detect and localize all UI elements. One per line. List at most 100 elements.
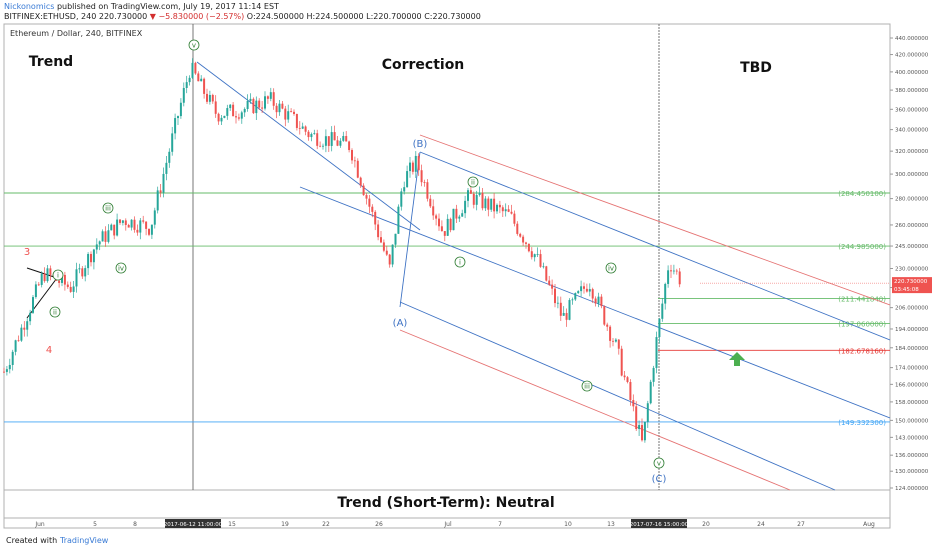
candle-body (275, 105, 278, 113)
candle-body (316, 133, 319, 146)
wave-marker-5 (52, 269, 64, 281)
candle-body (484, 198, 487, 209)
time-tick-highlight (165, 519, 221, 528)
time-tick-label: Aug (863, 521, 875, 528)
candle-body (519, 233, 522, 237)
candle-body (348, 141, 351, 151)
candle-body (606, 324, 609, 327)
candle-body (403, 187, 406, 192)
price-tick-label: 194.000000 (895, 327, 929, 333)
candle-body (179, 102, 182, 117)
candle-body (226, 108, 229, 116)
candle-body (368, 198, 371, 207)
candle-body (232, 104, 235, 117)
candle-body (26, 321, 29, 330)
candle-body (577, 291, 580, 294)
candle-body (249, 98, 252, 101)
footer: Created with TradingView (0, 530, 932, 550)
wave-label-9: i (459, 259, 461, 267)
candle-body (78, 268, 81, 270)
candle-body (258, 100, 261, 108)
candle-body (261, 107, 264, 109)
candle-body (374, 211, 377, 225)
candle-body (620, 348, 623, 376)
wave-marker-11 (605, 262, 617, 274)
candle-body (646, 403, 649, 422)
candle-body (153, 210, 156, 225)
candle-body (440, 226, 443, 232)
candle-body (551, 284, 554, 289)
candle-body (98, 241, 101, 245)
candle-body (214, 101, 217, 114)
candle-body (20, 327, 23, 341)
candle-body (678, 271, 681, 285)
candle-body (588, 289, 591, 292)
candle-body (307, 131, 310, 138)
candle-body (313, 133, 316, 135)
candle-body (580, 286, 583, 292)
candle-body (301, 126, 304, 129)
candle-body (272, 92, 275, 106)
candle-body (664, 283, 667, 304)
candle-body (229, 104, 232, 109)
candle-body (101, 231, 104, 242)
candle-body (661, 303, 664, 319)
candle-body (539, 254, 542, 267)
publish-header: Nickonomics published on TradingView.com… (0, 0, 932, 22)
candle-body (203, 78, 206, 94)
candle-body (223, 115, 226, 118)
level-label-1: (284.450100) (838, 190, 886, 198)
candle-body (359, 177, 362, 186)
candle-body (545, 266, 548, 281)
candle-body (583, 286, 585, 289)
price-tick-label: 245.000000 (895, 244, 929, 250)
candle-body (527, 243, 530, 252)
candle-body (116, 219, 119, 236)
candle-body (119, 219, 121, 223)
candle-body (298, 127, 301, 129)
candle-body (5, 369, 8, 372)
candle-body (255, 100, 258, 114)
author-link[interactable]: Nickonomics (4, 2, 55, 11)
candle-body (61, 274, 63, 283)
candle-body (324, 136, 327, 146)
channel-line-6 (399, 329, 791, 491)
level-label-2: (244.985000) (838, 243, 886, 251)
wave-label-6: v (657, 460, 661, 468)
candle-body (371, 206, 374, 212)
price-tick-label: 360.000000 (895, 107, 929, 113)
time-tick-label: 2017-07-16 15:00:00 (630, 522, 689, 528)
tradingview-link[interactable]: TradingView (60, 536, 109, 545)
candle-body (504, 209, 507, 212)
candle-body (342, 136, 345, 141)
candle-body (327, 136, 330, 146)
candle-body (458, 216, 461, 219)
candle-body (496, 204, 498, 212)
time-tick-label: 19 (281, 521, 289, 528)
candle-body (609, 326, 612, 341)
wave-marker-3 (115, 262, 127, 274)
candle-body (84, 268, 87, 277)
candle-body (23, 327, 26, 330)
candle-body (670, 270, 672, 272)
candle-body (377, 224, 380, 238)
candle-body (353, 160, 356, 162)
publish-line: Nickonomics published on TradingView.com… (4, 2, 279, 11)
price-tick-label: 420.000000 (895, 53, 929, 59)
candle-body (443, 231, 446, 236)
candle-body (635, 406, 638, 430)
candle-body (243, 108, 246, 113)
price-tick-label: 340.000000 (895, 128, 929, 134)
candle-body (32, 297, 34, 313)
candle-body (603, 306, 606, 325)
pane-title: Ethereum / Dollar, 240, BITFINEX (10, 29, 143, 38)
candle-body (8, 364, 11, 370)
candle-body (467, 190, 469, 201)
candle-body (614, 339, 617, 342)
candle-body (554, 288, 556, 304)
time-tick-label: 15 (228, 521, 236, 528)
wave-label-5: i (57, 272, 59, 280)
candle-body (237, 117, 240, 119)
